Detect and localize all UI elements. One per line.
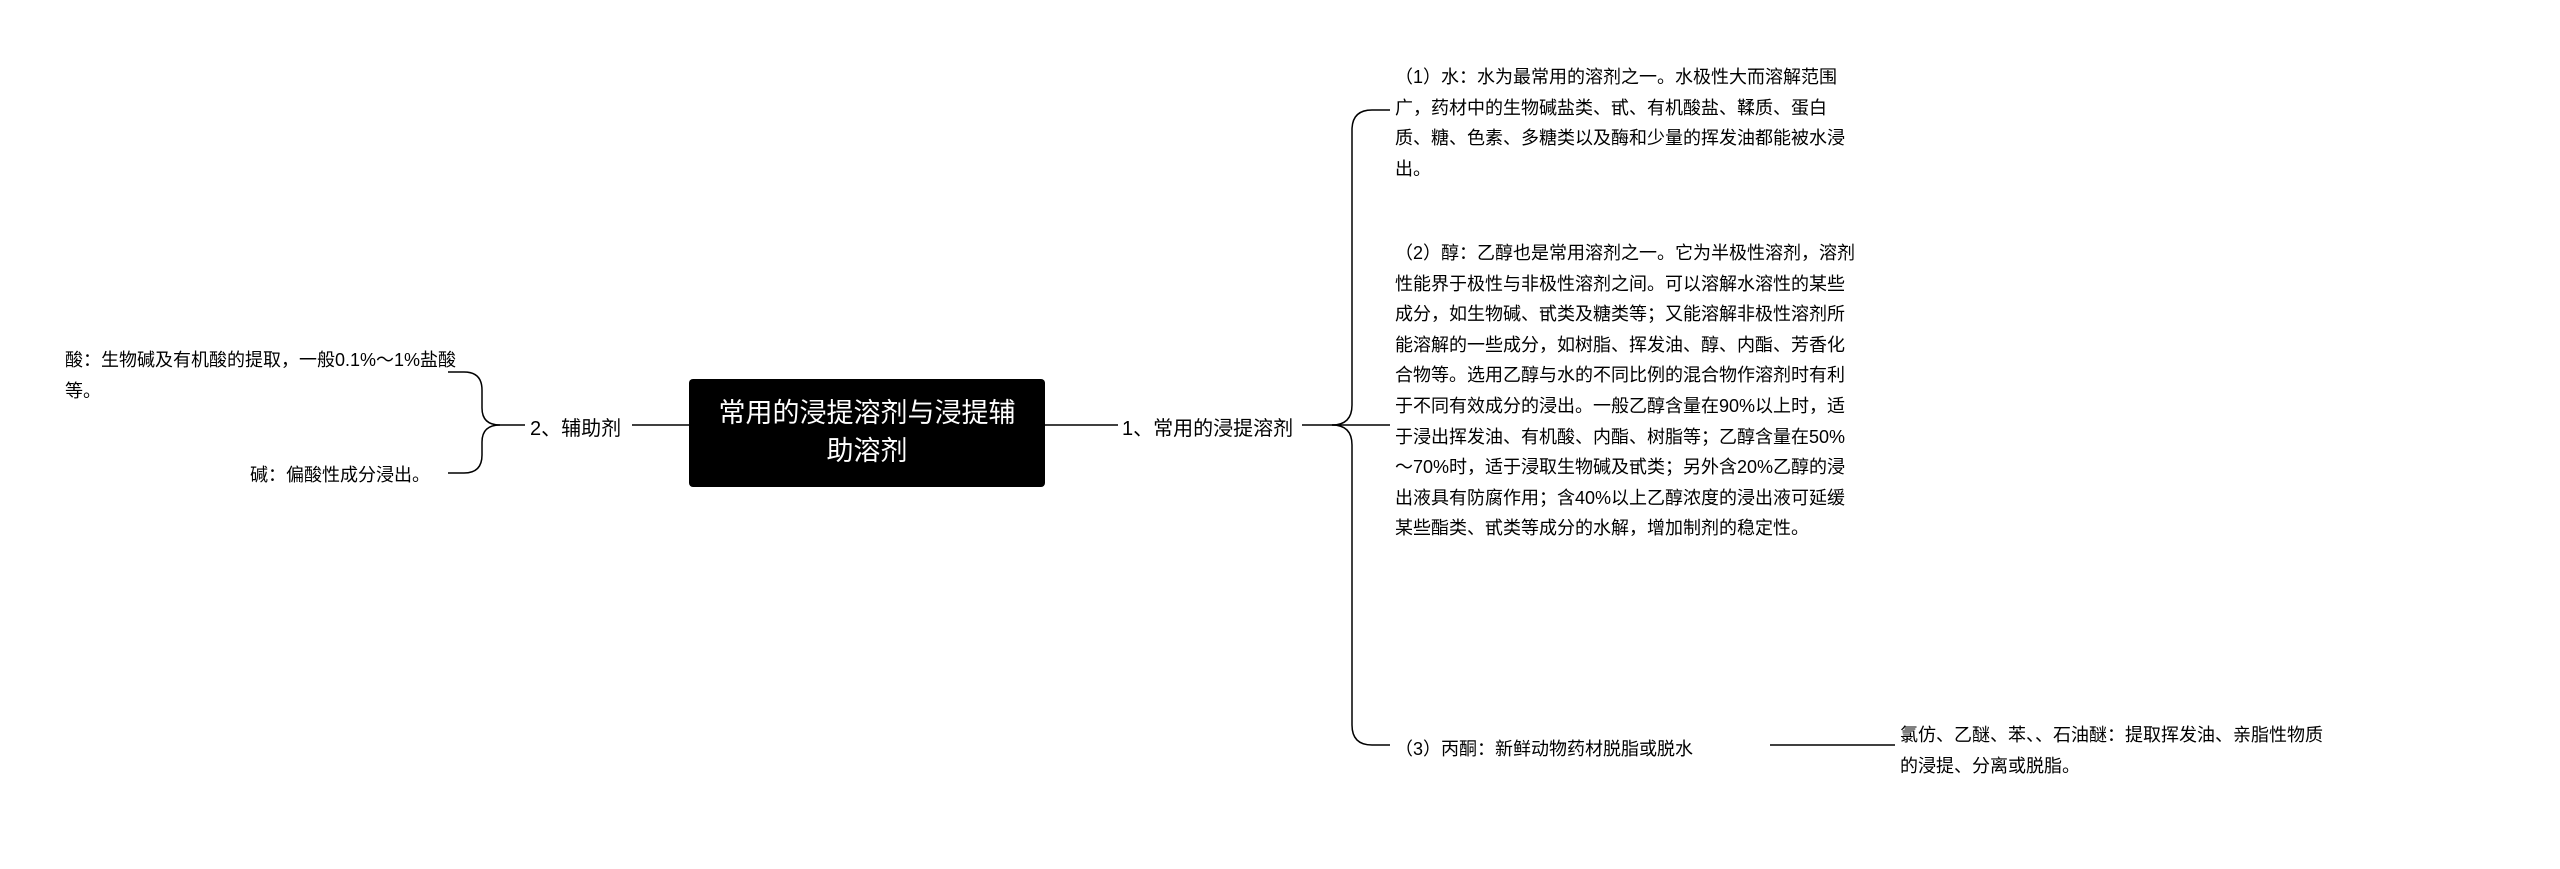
leaf-acetone-child: 氯仿、乙醚、苯、、石油醚：提取挥发油、亲脂性物质的浸提、分离或脱脂。 xyxy=(1900,720,2330,781)
right-branch-label: 1、常用的浸提溶剂 xyxy=(1122,413,1293,445)
center-line1: 常用的浸提溶剂与浸提辅 xyxy=(715,395,1019,433)
leaf-alcohol: （2）醇：乙醇也是常用溶剂之一。它为半极性溶剂，溶剂性能界于极性与非极性溶剂之间… xyxy=(1395,238,1855,544)
center-node: 常用的浸提溶剂与浸提辅 助溶剂 xyxy=(689,379,1045,487)
leaf-acetone: （3）丙酮：新鲜动物药材脱脂或脱水 xyxy=(1395,734,1775,765)
center-line2: 助溶剂 xyxy=(715,433,1019,471)
leaf-acid: 酸：生物碱及有机酸的提取，一般0.1%～1%盐酸等。 xyxy=(65,345,465,406)
leaf-base: 碱：偏酸性成分浸出。 xyxy=(250,460,470,491)
left-branch-label: 2、辅助剂 xyxy=(530,413,621,445)
leaf-water: （1）水：水为最常用的溶剂之一。水极性大而溶解范围广，药材中的生物碱盐类、甙、有… xyxy=(1395,62,1855,184)
